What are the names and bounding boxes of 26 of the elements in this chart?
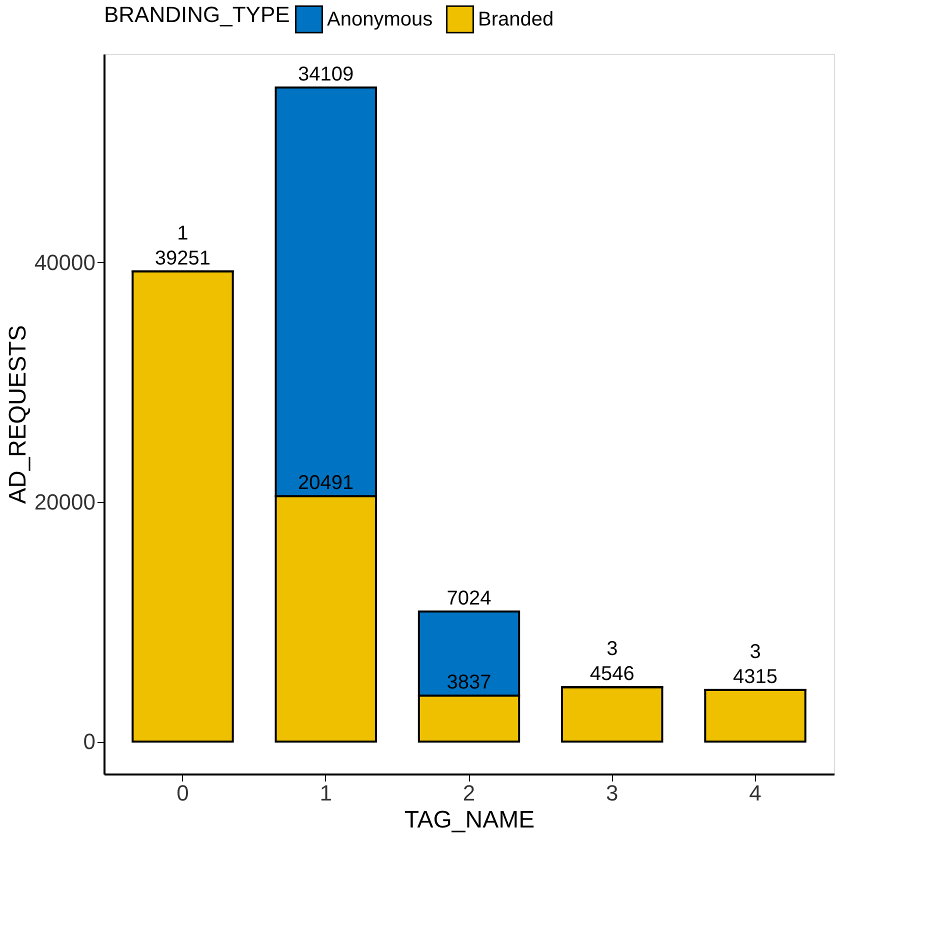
data-label: 4315 [733,666,778,688]
x-tick-label: 4 [749,780,762,806]
y-tick-label: 20000 [34,490,96,515]
legend-label: Anonymous [327,8,433,30]
x-tick-label: 2 [462,780,476,806]
bar [132,270,234,743]
legend-label: Branded [478,8,554,30]
legend-title: BRANDING_TYPE [104,2,290,27]
bar [561,686,664,743]
x-axis-title: TAG_NAME [404,806,535,834]
x-tick-label: 3 [606,780,618,806]
data-label: 39251 [154,247,211,270]
x-tick-label: 1 [320,780,332,806]
y-axis-title: AD_REQUESTS [4,325,32,504]
data-label: 3 [750,640,761,663]
data-label: 1 [177,222,188,244]
data-label: 20491 [298,472,354,494]
data-label: 4546 [590,663,634,686]
y-tick-label: 40000 [34,250,96,275]
bar [704,688,806,743]
data-label: 7024 [446,588,492,610]
y-tick-label: 0 [83,729,96,754]
x-tick-label: 0 [176,780,189,806]
data-label: 34109 [298,64,354,86]
data-label: 3 [606,638,618,660]
data-label: 3837 [446,672,492,694]
